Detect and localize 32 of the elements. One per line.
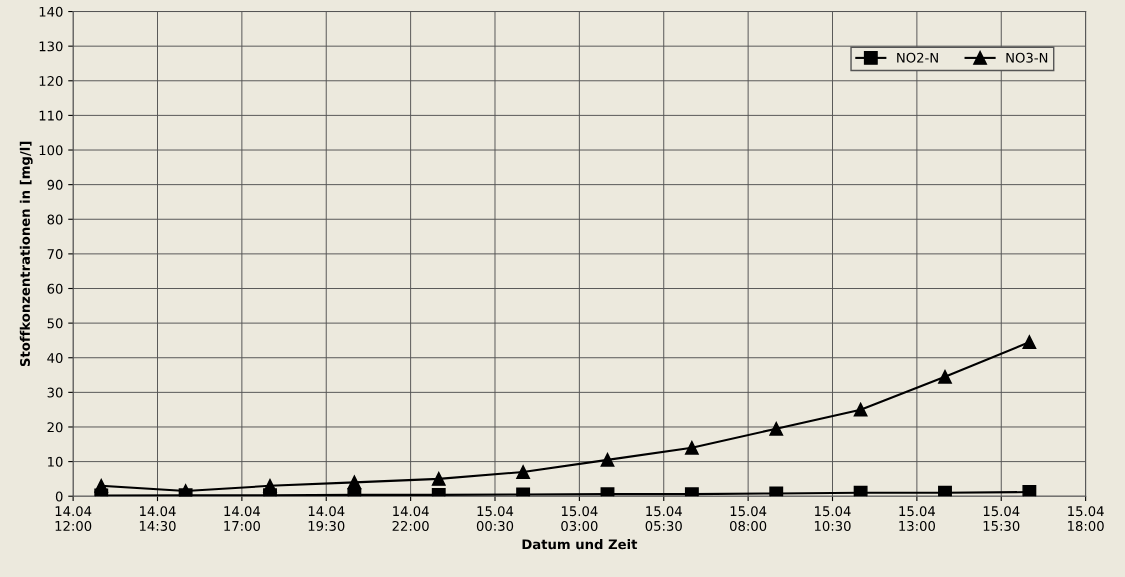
legend-label: NO3-N — [1006, 52, 1048, 63]
y-tick-label: 90 — [47, 179, 63, 190]
x-axis-title: Datum und Zeit — [522, 539, 638, 550]
y-tick-label: 40 — [47, 352, 63, 363]
y-tick-label: 60 — [47, 283, 63, 294]
y-tick-label: 130 — [39, 41, 63, 52]
x-tick-label: 15.04 05:30 — [645, 506, 682, 531]
x-tick-label: 15.04 18:00 — [1068, 506, 1104, 531]
x-tick-label: 15.04 13:00 — [899, 506, 936, 531]
x-tick-label: 15.04 10:30 — [814, 506, 851, 531]
y-tick-label: 120 — [39, 76, 63, 86]
x-tick-label: 14.04 19:30 — [308, 506, 345, 531]
y-tick-label: 20 — [47, 422, 63, 433]
y-tick-label: 70 — [47, 249, 63, 260]
x-tick-label: 15.04 03:00 — [561, 506, 598, 531]
y-tick-label: 0 — [55, 491, 63, 502]
x-tick-label: 14.04 12:00 — [55, 506, 92, 531]
y-tick-label: 100 — [39, 145, 63, 156]
x-tick-label: 15.04 15:30 — [983, 506, 1020, 531]
y-tick-label: 110 — [39, 110, 63, 121]
y-axis-title: Stoffkonzentrationen in [mg/l] — [19, 141, 33, 367]
x-tick-label: 15.04 00:30 — [476, 506, 514, 531]
x-tick-label: 14.04 14:30 — [139, 506, 176, 531]
y-tick-label: 10 — [48, 456, 63, 467]
x-tick-label: 14.04 17:00 — [224, 506, 261, 531]
y-tick-label: 30 — [47, 387, 63, 398]
y-tick-label: 80 — [47, 214, 63, 225]
x-tick-label: 15.04 08:00 — [729, 506, 767, 531]
y-tick-label: 140 — [39, 6, 63, 17]
x-tick-label: 14.04 22:00 — [392, 506, 429, 531]
legend-label: NO2-N — [897, 52, 938, 63]
y-tick-label: 50 — [47, 318, 63, 329]
